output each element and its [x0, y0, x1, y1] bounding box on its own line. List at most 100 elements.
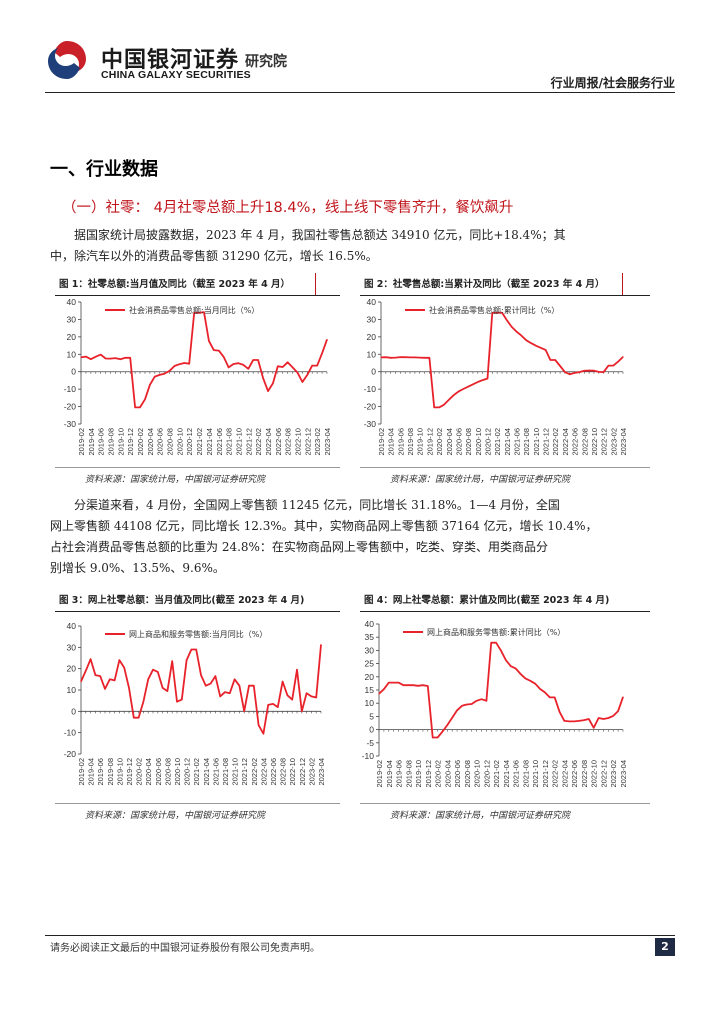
- x-tick-label: 2022-10: [293, 428, 302, 456]
- data-point: [496, 312, 498, 314]
- y-tick-label: -10: [64, 384, 77, 394]
- x-tick-label: 2021-10: [231, 758, 240, 786]
- data-point: [544, 349, 547, 351]
- y-tick-label: 10: [367, 349, 377, 359]
- data-point: [200, 674, 202, 676]
- x-tick-label: 2023-02: [609, 428, 618, 456]
- x-tick-label: 2021-04: [502, 760, 511, 788]
- data-point: [495, 642, 497, 644]
- x-tick-label: 2022-04: [561, 428, 570, 456]
- data-point: [190, 648, 192, 651]
- data-point: [525, 339, 527, 341]
- data-point: [229, 692, 231, 694]
- data-point: [428, 357, 430, 359]
- galaxy-logo-icon: [48, 41, 86, 79]
- data-point: [593, 370, 595, 372]
- x-tick-label: 2020-04: [144, 758, 153, 786]
- data-point: [530, 342, 532, 344]
- figure-1-source: 资料来源：国家统计局，中国银河证券研究院: [85, 475, 266, 485]
- data-point: [506, 319, 508, 321]
- x-tick-label: 2022-02: [250, 758, 259, 786]
- x-tick-label: 2023-04: [619, 428, 628, 456]
- data-point: [205, 685, 207, 687]
- data-point: [173, 365, 176, 367]
- y-tick-label: 40: [67, 621, 77, 631]
- figure-3-source: 资料来源：国家统计局，中国银河证券研究院: [85, 811, 266, 821]
- data-point: [500, 650, 502, 652]
- data-point: [147, 678, 149, 680]
- x-tick-label: 2021-06: [215, 428, 224, 456]
- paragraph-line: 别增长 9.0%、13.5%、9.6%。: [50, 561, 225, 575]
- x-tick-label: 2022-08: [284, 428, 293, 456]
- data-point: [94, 674, 96, 676]
- data-point: [540, 347, 542, 349]
- x-tick-label: 2021-02: [195, 428, 204, 456]
- x-tick-label: 2019-10: [416, 428, 425, 456]
- data-point: [564, 371, 566, 373]
- data-point: [85, 670, 87, 672]
- x-tick-label: 2019-10: [115, 758, 124, 786]
- y-tick-label: 30: [67, 642, 77, 652]
- x-tick-label: 2019-08: [404, 760, 413, 788]
- x-tick-label: 2023-04: [619, 760, 628, 788]
- source-divider: [360, 803, 650, 804]
- x-tick-label: 2022-12: [600, 428, 609, 456]
- legend-label: 网上商品和服务零售额:累计同比（%）: [427, 627, 565, 637]
- y-tick-label: 10: [67, 685, 77, 695]
- brand-name: 中国银河证券: [101, 48, 240, 73]
- x-tick-label: 2020-04: [146, 428, 155, 456]
- y-tick-label: 20: [367, 332, 377, 342]
- data-point: [456, 709, 458, 711]
- data-point: [123, 667, 125, 669]
- x-tick-label: 2019-12: [125, 758, 134, 786]
- section-title: 一、行业数据: [50, 159, 158, 180]
- data-point: [505, 659, 507, 661]
- figure-2-source: 资料来源：国家统计局，中国银河证券研究院: [390, 475, 571, 485]
- legend-label: 社会消费品零售总额:当月同比（%）: [129, 305, 259, 315]
- data-point: [90, 358, 92, 360]
- x-tick-label: 2021-06: [513, 428, 522, 456]
- figure-1-title: 图 1：社零总额:当月值及同比（截至 2023 年 4 月）: [55, 273, 340, 296]
- x-tick-label: 2023-02: [307, 758, 316, 786]
- x-tick-label: 2019-12: [425, 428, 434, 456]
- x-tick-label: 2019-04: [385, 760, 394, 788]
- data-point: [114, 357, 117, 359]
- data-point: [385, 356, 387, 358]
- data-point: [399, 356, 401, 358]
- paragraph-line: 据国家统计局披露数据，2023 年 4 月，我国社零售总额达 34910 亿元，…: [74, 228, 566, 242]
- data-point: [267, 704, 269, 706]
- x-tick-label: 2023-04: [317, 758, 326, 786]
- x-tick-label: 2021-10: [234, 428, 243, 456]
- data-point: [520, 335, 522, 337]
- data-point: [306, 374, 308, 376]
- data-point: [433, 406, 435, 409]
- x-tick-label: 2022-06: [571, 428, 580, 456]
- data-point: [443, 404, 445, 406]
- data-point: [441, 731, 444, 733]
- data-point: [164, 373, 166, 375]
- x-tick-label: 2020-08: [464, 428, 473, 456]
- series-line: [80, 644, 322, 735]
- data-point: [559, 365, 561, 367]
- x-tick-label: 2020-06: [156, 428, 165, 456]
- paragraph-line: 分渠道来看，4 月份，全国网上零售额 11245 亿元，同比增长 31.18%。…: [74, 498, 560, 512]
- data-point: [457, 390, 460, 393]
- y-tick-label: 20: [67, 664, 77, 674]
- x-tick-label: 2019-02: [77, 428, 86, 456]
- data-point: [593, 727, 595, 729]
- data-point: [144, 398, 146, 400]
- data-point: [272, 703, 274, 705]
- data-point: [287, 361, 289, 363]
- x-tick-label: 2019-04: [387, 428, 396, 456]
- data-point: [480, 698, 483, 700]
- y-tick-label: 15: [365, 685, 375, 695]
- data-point: [291, 699, 293, 701]
- y-tick-label: 40: [67, 297, 77, 307]
- data-point: [85, 355, 87, 358]
- x-tick-label: 2020-02: [435, 428, 444, 456]
- figure-4-title-text: 图 4：网上社零总额：累计值及同比(截至 2023 年 4 月): [364, 595, 610, 606]
- data-point: [453, 394, 455, 396]
- header-divider: [45, 92, 675, 93]
- data-point: [166, 690, 168, 692]
